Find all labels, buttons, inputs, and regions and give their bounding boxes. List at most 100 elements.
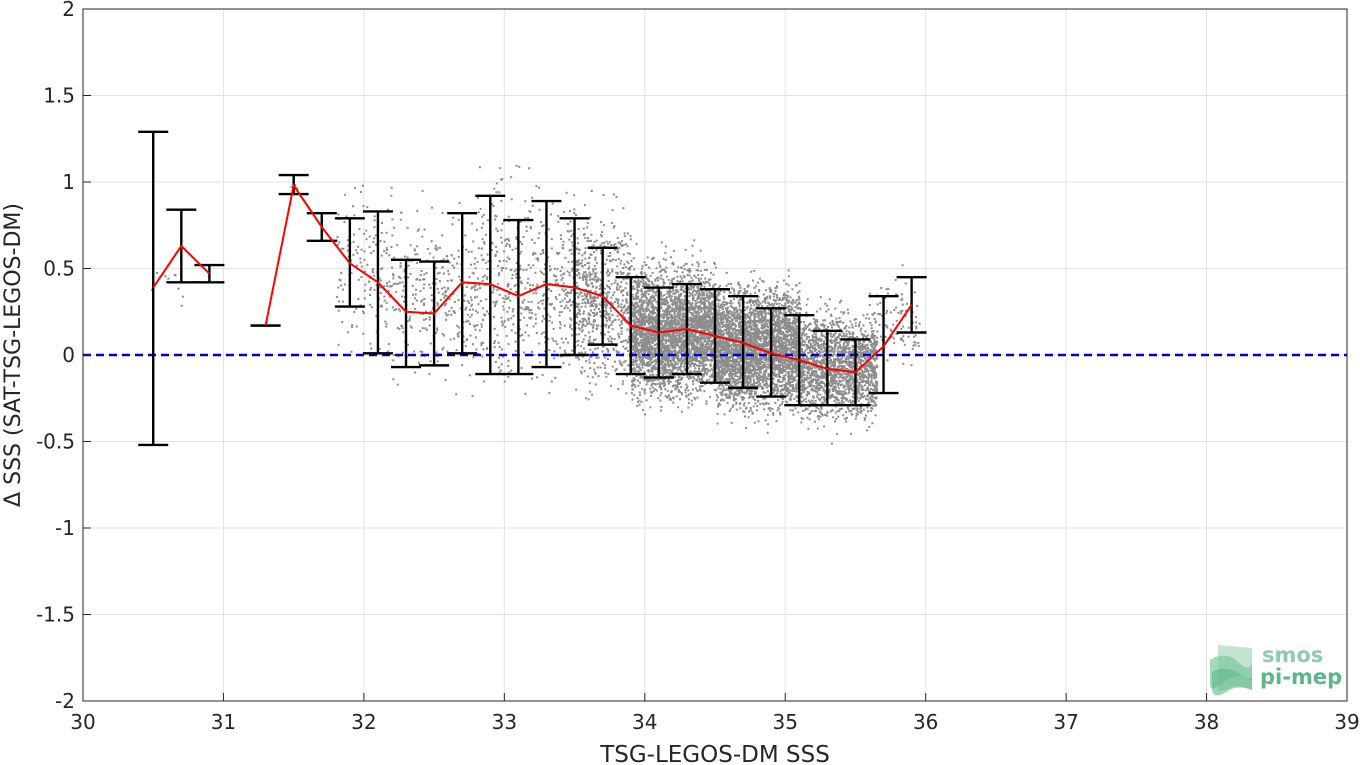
scatter-point [620, 259, 623, 262]
scatter-point [683, 300, 686, 303]
scatter-point [444, 291, 447, 294]
scatter-point [560, 274, 563, 277]
scatter-point [694, 299, 697, 302]
scatter-point [712, 304, 715, 307]
scatter-point [651, 368, 654, 371]
scatter-point [617, 241, 620, 244]
scatter-point [702, 347, 705, 350]
scatter-point [645, 302, 648, 305]
scatter-point [560, 337, 563, 340]
scatter-point [703, 299, 706, 302]
scatter-point [579, 370, 582, 373]
scatter-point [595, 304, 598, 307]
scatter-point [702, 313, 705, 316]
scatter-point [575, 316, 578, 319]
scatter-point [635, 329, 638, 332]
scatter-point [391, 218, 394, 221]
scatter-point [692, 342, 695, 345]
scatter-point [535, 185, 538, 188]
scatter-point [642, 310, 645, 313]
scatter-point [618, 324, 621, 327]
scatter-point [682, 332, 685, 335]
scatter-point [639, 307, 642, 310]
scatter-point [436, 287, 439, 290]
scatter-point [645, 307, 648, 310]
scatter-point [512, 308, 515, 311]
scatter-point [633, 331, 636, 334]
scatter-point [341, 320, 344, 323]
scatter-point [667, 318, 670, 321]
scatter-point [642, 337, 645, 340]
scatter-point [698, 305, 701, 308]
scatter-point [607, 331, 610, 334]
scatter-point [600, 286, 603, 289]
scatter-point [707, 359, 710, 362]
scatter-point [606, 274, 609, 277]
scatter-point [412, 293, 415, 296]
scatter-point [668, 359, 671, 362]
scatter-point [706, 370, 709, 373]
scatter-point [391, 306, 394, 309]
scatter-point [673, 337, 676, 340]
scatter-point [658, 264, 661, 267]
scatter-point [640, 352, 643, 355]
scatter-point [697, 292, 700, 295]
scatter-point [677, 390, 680, 393]
scatter-point [651, 322, 654, 325]
scatter-point [705, 294, 708, 297]
scatter-point [671, 325, 674, 328]
scatter-point [646, 297, 649, 300]
scatter-point [373, 274, 376, 277]
scatter-point [642, 295, 645, 298]
scatter-point [622, 380, 625, 383]
scatter-point [444, 379, 447, 382]
scatter-point [627, 364, 630, 367]
scatter-point [699, 277, 702, 280]
scatter-point [682, 339, 685, 342]
scatter-point [501, 178, 504, 181]
scatter-point [709, 312, 712, 315]
scatter-point [520, 282, 523, 285]
scatter-point [595, 313, 598, 316]
scatter-point [476, 277, 479, 280]
scatter-point [431, 307, 434, 310]
scatter-point [617, 251, 620, 254]
scatter-point [456, 333, 459, 336]
scatter-point [699, 329, 702, 332]
scatter-point [634, 317, 637, 320]
scatter-point [644, 335, 647, 338]
scatter-point [644, 344, 647, 347]
scatter-point [623, 263, 626, 266]
scatter-point [411, 303, 414, 306]
scatter-point [506, 256, 509, 259]
scatter-point [664, 338, 667, 341]
scatter-point [374, 234, 377, 237]
scatter-point [457, 249, 460, 252]
scatter-point [707, 306, 710, 309]
scatter-point [400, 295, 403, 298]
scatter-point [576, 274, 579, 277]
scatter-point [542, 224, 545, 227]
scatter-point [622, 243, 625, 246]
scatter-point [612, 258, 615, 261]
scatter-point [638, 342, 641, 345]
scatter-point [580, 351, 583, 354]
scatter-point [578, 351, 581, 354]
scatter-point [693, 311, 696, 314]
scatter-point [665, 314, 668, 317]
scatter-point [401, 281, 404, 284]
scatter-point [657, 379, 660, 382]
scatter-point [688, 349, 691, 352]
scatter-point [607, 325, 610, 328]
scatter-point [710, 292, 713, 295]
scatter-point [507, 365, 510, 368]
scatter-point [608, 259, 611, 262]
scatter-point [692, 338, 695, 341]
scatter-point [519, 319, 522, 322]
scatter-point [520, 367, 523, 370]
scatter-point [497, 264, 500, 267]
scatter-point [621, 314, 624, 317]
scatter-point [588, 273, 591, 276]
scatter-point [710, 320, 713, 323]
scatter-point [690, 342, 693, 345]
